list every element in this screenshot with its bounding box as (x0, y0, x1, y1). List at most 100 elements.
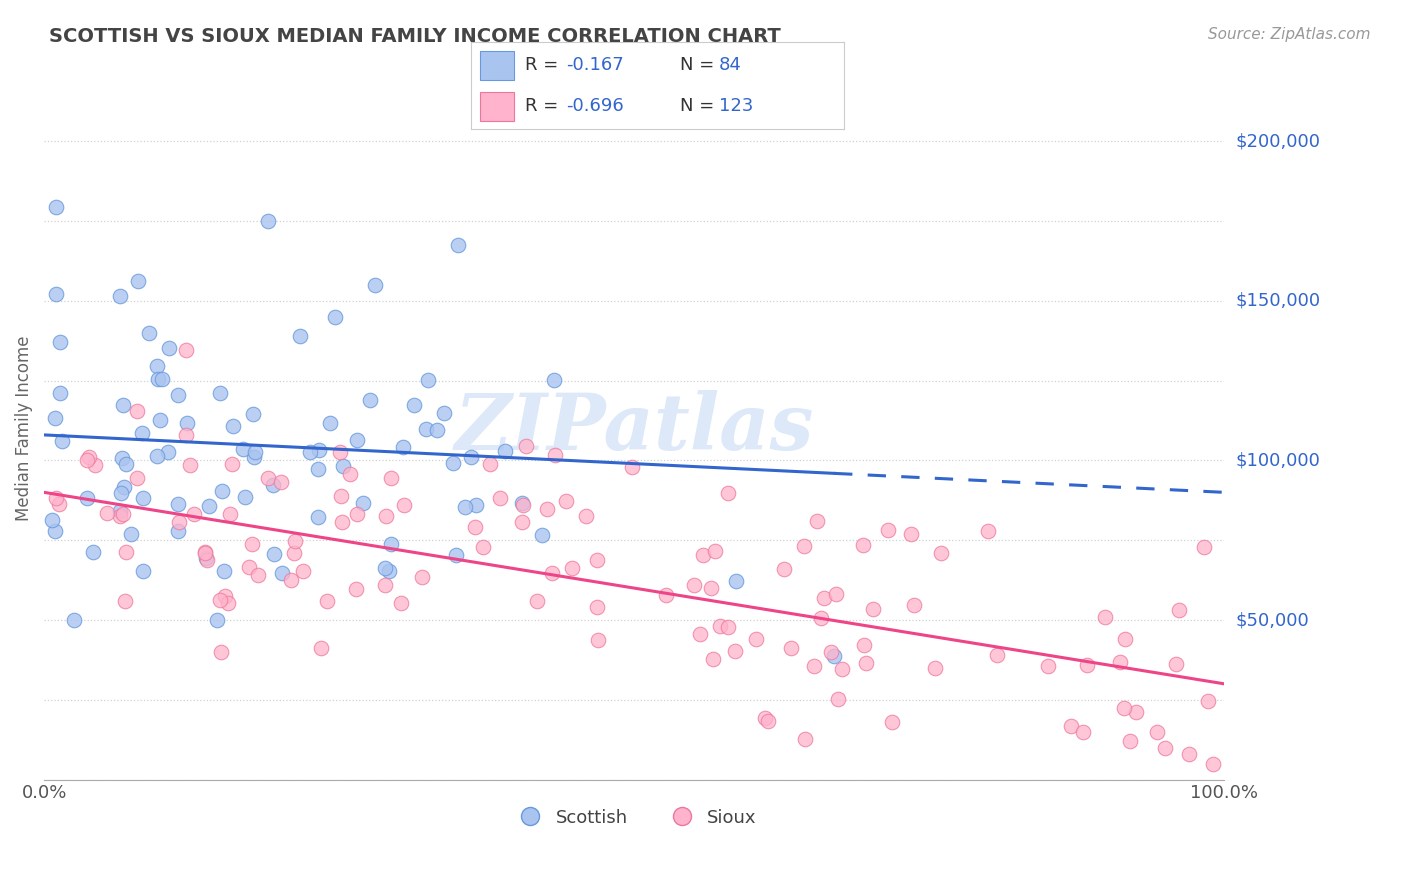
Point (464, 520, 486, 534)
Point (214, 589, 236, 603)
Point (880, 714, 903, 729)
Point (359, 392, 381, 407)
Point (415, 422, 437, 436)
Point (855, 656, 877, 670)
FancyBboxPatch shape (481, 51, 513, 79)
Point (114, 593, 136, 607)
Point (709, 619, 731, 633)
Point (793, 731, 815, 746)
Point (323, 310, 346, 324)
Point (724, 574, 747, 589)
Point (146, 359, 169, 373)
Point (924, 660, 946, 674)
Point (51, 434, 73, 449)
Point (515, 439, 537, 453)
Point (416, 373, 439, 387)
Point (315, 593, 337, 607)
Point (63, 613, 86, 627)
Point (853, 638, 876, 652)
Point (374, 561, 396, 575)
Text: $50,000: $50,000 (1236, 611, 1309, 629)
Point (270, 475, 292, 489)
Point (862, 601, 884, 615)
Point (127, 274, 149, 288)
Point (561, 561, 583, 575)
Point (84, 458, 107, 473)
Point (823, 649, 845, 664)
Point (703, 544, 725, 558)
Point (157, 444, 180, 458)
Text: N =: N = (679, 56, 720, 74)
Point (472, 540, 495, 554)
Point (211, 483, 233, 498)
Point (209, 645, 232, 659)
Text: ZIPatlas: ZIPatlas (454, 391, 814, 467)
Point (1119, 734, 1142, 748)
Point (827, 692, 849, 706)
Point (404, 398, 426, 412)
Point (166, 524, 188, 538)
Point (125, 471, 148, 485)
Point (195, 550, 218, 565)
Point (700, 581, 723, 595)
Point (877, 523, 900, 537)
Point (374, 578, 396, 592)
Text: $100,000: $100,000 (1236, 451, 1320, 469)
FancyBboxPatch shape (481, 92, 513, 120)
Text: -0.696: -0.696 (567, 97, 624, 115)
Point (544, 448, 567, 462)
Point (426, 423, 449, 437)
Point (146, 371, 169, 385)
Text: 123: 123 (718, 97, 754, 115)
Point (217, 596, 239, 610)
Point (1178, 747, 1201, 761)
Point (540, 566, 562, 580)
Point (174, 428, 197, 442)
Point (977, 524, 1000, 538)
Point (205, 613, 228, 627)
Point (1108, 655, 1130, 669)
Point (717, 486, 740, 500)
Point (702, 651, 724, 665)
Point (745, 632, 768, 647)
Point (363, 277, 385, 292)
Point (380, 537, 402, 551)
Point (108, 289, 131, 303)
Point (284, 534, 307, 549)
Point (831, 662, 853, 676)
Text: N =: N = (679, 97, 720, 115)
Point (257, 214, 280, 228)
Point (489, 491, 512, 505)
Point (208, 592, 231, 607)
Point (194, 546, 217, 560)
Point (298, 444, 321, 458)
Point (536, 501, 558, 516)
Point (339, 467, 361, 481)
Point (96, 506, 118, 520)
Point (1094, 610, 1116, 624)
Point (411, 570, 433, 584)
Point (392, 440, 415, 454)
Point (1168, 602, 1191, 616)
Point (512, 498, 534, 512)
Point (179, 458, 201, 472)
Point (45, 491, 67, 505)
Point (621, 459, 644, 474)
Point (813, 591, 835, 606)
Point (820, 644, 842, 658)
Point (780, 641, 803, 656)
Point (1071, 724, 1094, 739)
Point (1192, 540, 1215, 554)
Point (986, 648, 1008, 663)
Point (586, 553, 609, 567)
Point (209, 386, 232, 401)
Point (247, 567, 270, 582)
Point (125, 404, 148, 418)
Point (575, 508, 598, 523)
Point (692, 548, 714, 562)
Point (110, 504, 132, 518)
Point (825, 587, 848, 601)
Point (586, 633, 609, 648)
Point (108, 509, 131, 524)
Point (45, 286, 67, 301)
